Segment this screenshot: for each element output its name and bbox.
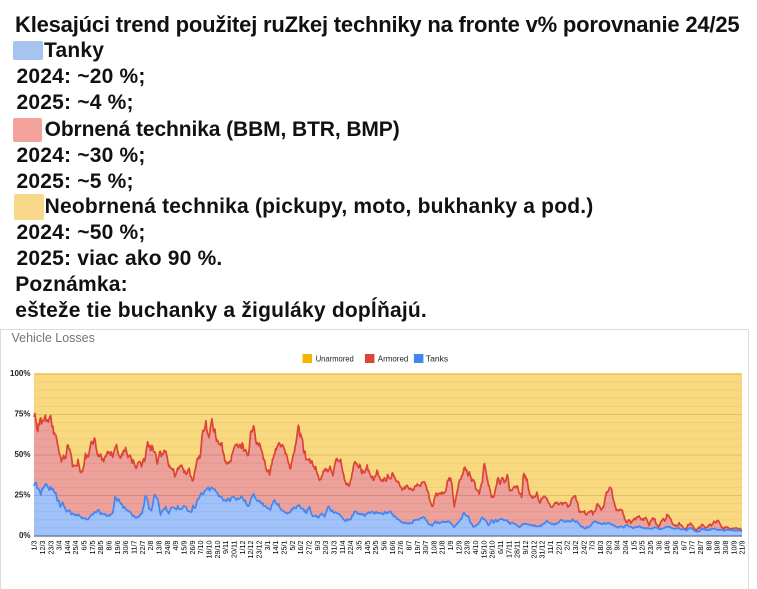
svg-text:19/8: 19/8 xyxy=(713,541,722,555)
svg-text:14/1: 14/1 xyxy=(271,541,280,555)
svg-text:31/3: 31/3 xyxy=(330,541,339,555)
svg-text:30/6: 30/6 xyxy=(121,541,130,555)
svg-text:24/2: 24/2 xyxy=(579,541,588,555)
svg-text:25/4: 25/4 xyxy=(71,541,80,555)
svg-text:9/4: 9/4 xyxy=(613,541,622,551)
svg-text:26/10: 26/10 xyxy=(488,541,497,559)
svg-text:1/12: 1/12 xyxy=(238,541,247,555)
svg-text:50%: 50% xyxy=(14,450,30,459)
svg-text:12/5: 12/5 xyxy=(638,541,647,555)
svg-text:5/2: 5/2 xyxy=(288,541,297,551)
svg-text:23/9: 23/9 xyxy=(463,541,472,555)
svg-text:2/2: 2/2 xyxy=(563,541,572,551)
svg-text:13/8: 13/8 xyxy=(155,541,164,555)
svg-text:2/8: 2/8 xyxy=(146,541,155,551)
svg-text:20/3: 20/3 xyxy=(321,541,330,555)
svg-text:10/8: 10/8 xyxy=(429,541,438,555)
svg-text:20/12: 20/12 xyxy=(529,541,538,559)
svg-text:14/5: 14/5 xyxy=(363,541,372,555)
svg-text:9/12: 9/12 xyxy=(521,541,530,555)
svg-text:4/9: 4/9 xyxy=(171,541,180,551)
svg-text:7/10: 7/10 xyxy=(196,541,205,555)
svg-text:Vehicle Losses: Vehicle Losses xyxy=(12,331,95,345)
svg-text:1/9: 1/9 xyxy=(446,541,455,551)
svg-text:6/11: 6/11 xyxy=(496,541,505,554)
svg-text:3/5: 3/5 xyxy=(354,541,363,551)
svg-text:6/7: 6/7 xyxy=(679,541,688,551)
svg-text:23/5: 23/5 xyxy=(646,541,655,555)
svg-text:12/3: 12/3 xyxy=(38,541,47,555)
svg-text:3/1: 3/1 xyxy=(263,541,272,551)
svg-text:16/2: 16/2 xyxy=(296,541,305,555)
svg-text:28/5: 28/5 xyxy=(96,541,105,555)
svg-text:31/12: 31/12 xyxy=(538,541,547,559)
svg-text:1/5: 1/5 xyxy=(629,541,638,551)
svg-text:19/6: 19/6 xyxy=(113,541,122,555)
svg-text:25%: 25% xyxy=(14,491,30,500)
svg-text:20/4: 20/4 xyxy=(621,541,630,555)
svg-text:25/5: 25/5 xyxy=(371,541,380,555)
svg-text:75%: 75% xyxy=(14,410,30,419)
svg-text:29/3: 29/3 xyxy=(604,541,613,555)
svg-text:21/9: 21/9 xyxy=(738,541,747,555)
svg-text:15/10: 15/10 xyxy=(479,541,488,559)
svg-text:100%: 100% xyxy=(10,369,30,378)
svg-text:26/9: 26/9 xyxy=(188,541,197,555)
svg-text:Armored: Armored xyxy=(378,353,409,363)
svg-text:10/9: 10/9 xyxy=(729,541,738,555)
svg-text:25/1: 25/1 xyxy=(280,541,289,555)
svg-text:27/2: 27/2 xyxy=(305,541,314,555)
svg-text:22/1: 22/1 xyxy=(554,541,563,555)
svg-text:5/6: 5/6 xyxy=(379,541,388,551)
svg-text:24/8: 24/8 xyxy=(163,541,172,555)
svg-text:25/6: 25/6 xyxy=(671,541,680,555)
svg-text:17/11: 17/11 xyxy=(504,540,513,557)
svg-text:30/8: 30/8 xyxy=(721,541,730,555)
svg-text:11/4: 11/4 xyxy=(338,541,347,554)
svg-text:8/6: 8/6 xyxy=(105,541,114,551)
svg-text:8/7: 8/7 xyxy=(404,541,413,551)
svg-text:11/7: 11/7 xyxy=(130,541,139,554)
svg-text:9/3: 9/3 xyxy=(313,541,322,551)
svg-text:6/5: 6/5 xyxy=(80,541,89,551)
svg-text:9/11: 9/11 xyxy=(221,541,230,554)
svg-text:30/7: 30/7 xyxy=(421,541,430,555)
svg-text:12/9: 12/9 xyxy=(454,541,463,555)
svg-text:11/1: 11/1 xyxy=(546,541,555,554)
svg-text:29/10: 29/10 xyxy=(213,541,222,559)
svg-text:14/6: 14/6 xyxy=(663,541,672,555)
svg-text:17/5: 17/5 xyxy=(88,541,97,555)
svg-text:3/4: 3/4 xyxy=(55,541,64,551)
svg-text:14/4: 14/4 xyxy=(63,541,72,555)
svg-text:Unarmored: Unarmored xyxy=(316,353,354,363)
svg-text:4/10: 4/10 xyxy=(471,541,480,555)
svg-text:12/12: 12/12 xyxy=(246,541,255,559)
svg-text:23/12: 23/12 xyxy=(255,541,264,559)
svg-text:19/7: 19/7 xyxy=(413,541,422,555)
svg-text:22/4: 22/4 xyxy=(346,541,355,555)
svg-text:17/7: 17/7 xyxy=(688,541,697,555)
svg-text:27/6: 27/6 xyxy=(396,541,405,555)
svg-text:7/3: 7/3 xyxy=(588,541,597,551)
svg-text:18/3: 18/3 xyxy=(596,541,605,555)
svg-text:0%: 0% xyxy=(19,531,31,540)
svg-text:Tanks: Tanks xyxy=(426,353,448,363)
svg-text:28/11: 28/11 xyxy=(513,540,522,557)
svg-text:21/8: 21/8 xyxy=(438,541,447,555)
svg-text:16/6: 16/6 xyxy=(388,541,397,555)
svg-text:20/11: 20/11 xyxy=(230,540,239,557)
svg-text:23/3: 23/3 xyxy=(46,541,55,555)
svg-text:8/8: 8/8 xyxy=(704,541,713,551)
svg-text:28/7: 28/7 xyxy=(696,541,705,555)
svg-text:18/10: 18/10 xyxy=(205,541,214,559)
svg-text:22/7: 22/7 xyxy=(138,541,147,555)
svg-text:13/2: 13/2 xyxy=(571,541,580,555)
svg-text:15/9: 15/9 xyxy=(180,541,189,555)
svg-text:3/6: 3/6 xyxy=(654,541,663,551)
svg-text:1/3: 1/3 xyxy=(30,541,39,551)
